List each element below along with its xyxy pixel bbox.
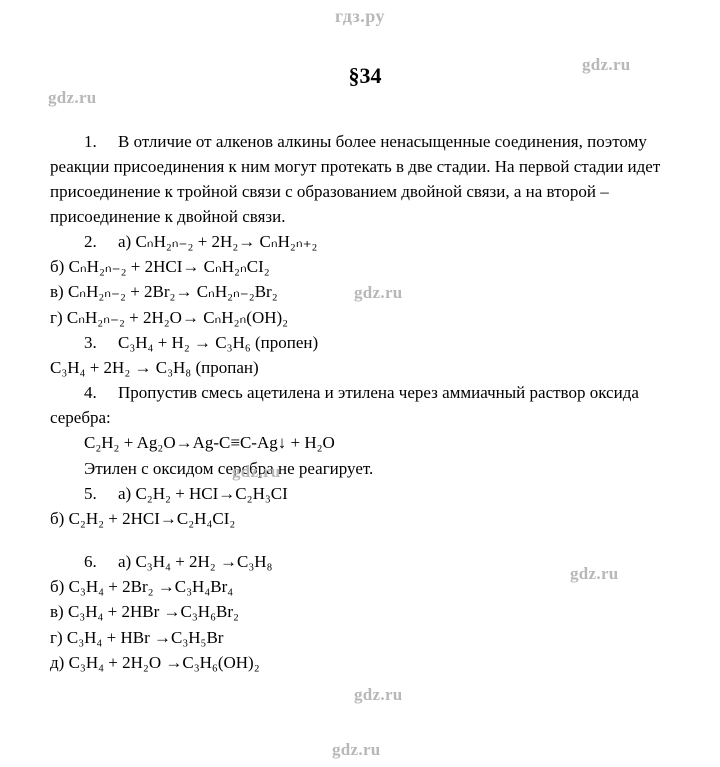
watermark: gdz.ru — [570, 564, 619, 584]
watermark: gdz.ru — [354, 685, 403, 705]
equation: C₂H₂ + 2HCI→C₂H₄CI₂ — [69, 509, 236, 528]
equation: C₃H₄ + 2H₂ → C₃H₈ (пропан) — [50, 358, 259, 377]
item-2a: 2. а) CₙH₂ₙ₋₂ + 2H₂→ CₙH₂ₙ₊₂ — [50, 229, 680, 254]
label: 6. а) — [84, 552, 135, 571]
paragraph-1: 1. В отличие от алкенов алкины более нен… — [50, 129, 680, 230]
label: г) — [50, 628, 67, 647]
equation: CₙH₂ₙ₋₂ + 2Br₂→ CₙH₂ₙ₋₂Br₂ — [68, 282, 278, 301]
item-3b: C₃H₄ + 2H₂ → C₃H₈ (пропан) — [50, 355, 680, 380]
watermark: gdz.ru — [354, 283, 403, 303]
equation: C₃H₄ + 2H₂ →C₃H₈ — [135, 552, 272, 571]
equation: CₙH₂ₙ₋₂ + 2H₂→ CₙH₂ₙ₊₂ — [135, 232, 317, 251]
equation-4: C₂H₂ + Ag₂O→Ag-C≡C-Ag↓ + H₂O — [50, 430, 680, 455]
header-watermark: гдз.ру — [0, 6, 720, 27]
equation: C₃H₄ + 2HBr →C₃H₆Br₂ — [68, 602, 239, 621]
item-5b: б) C₂H₂ + 2HCI→C₂H₄CI₂ — [50, 506, 680, 531]
equation: C₂H₂ + HCI→C₂H₃CI — [135, 484, 287, 503]
watermark: gdz.ru — [582, 55, 631, 75]
paragraph-4: 4. Пропустив смесь ацетилена и этилена ч… — [50, 380, 680, 430]
label: д) — [50, 653, 69, 672]
label: в) — [50, 282, 68, 301]
item-2d: г) CₙH₂ₙ₋₂ + 2H₂O→ CₙH₂ₙ(OH)₂ — [50, 305, 680, 330]
equation: C₃H₄ + H₂ → C₃H₆ (пропен) — [118, 333, 318, 352]
item-6c: в) C₃H₄ + 2HBr →C₃H₆Br₂ — [50, 599, 680, 624]
label: 5. а) — [84, 484, 135, 503]
equation: C₃H₄ + 2Br₂ →C₃H₄Br₄ — [69, 577, 234, 596]
item-6d: г) C₃H₄ + HBr →C₃H₅Br — [50, 625, 680, 650]
watermark: gdz.ru — [332, 740, 381, 760]
item-5a: 5. а) C₂H₂ + HCI→C₂H₃CI — [50, 481, 680, 506]
item-3a: 3. C₃H₄ + H₂ → C₃H₆ (пропен) — [50, 330, 680, 355]
label: 2. а) — [84, 232, 135, 251]
equation: CₙH₂ₙ₋₂ + 2HCI→ CₙH₂ₙCI₂ — [69, 257, 270, 276]
equation: C₃H₄ + 2H₂O →C₃H₆(OH)₂ — [69, 653, 260, 672]
label: г) — [50, 308, 67, 327]
item-6e: д) C₃H₄ + 2H₂O →C₃H₆(OH)₂ — [50, 650, 680, 675]
watermark: gdz.ru — [232, 462, 281, 482]
label: б) — [50, 509, 69, 528]
equation: C₃H₄ + HBr →C₃H₅Br — [67, 628, 224, 647]
watermark: gdz.ru — [48, 88, 97, 108]
label: б) — [50, 577, 69, 596]
label: б) — [50, 257, 69, 276]
label: в) — [50, 602, 68, 621]
item-2b: б) CₙH₂ₙ₋₂ + 2HCI→ CₙH₂ₙCI₂ — [50, 254, 680, 279]
text-4b: Этилен с оксидом серебра не реагирует. — [50, 456, 680, 481]
label: 3. — [84, 333, 118, 352]
equation: CₙH₂ₙ₋₂ + 2H₂O→ CₙH₂ₙ(OH)₂ — [67, 308, 288, 327]
